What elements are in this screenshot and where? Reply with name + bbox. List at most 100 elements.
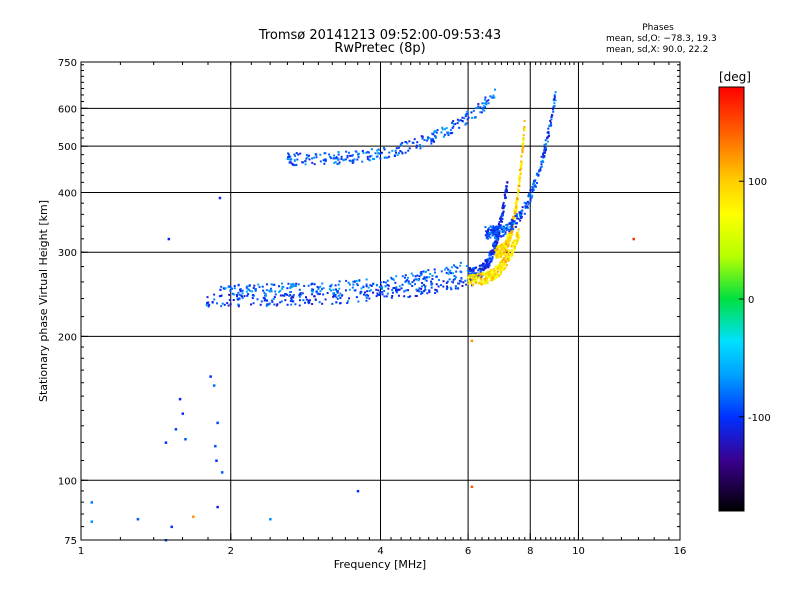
echo-point [381, 293, 384, 296]
echo-point [480, 279, 483, 282]
x-tick-label: 4 [377, 546, 383, 557]
echo-point [495, 276, 498, 279]
echo-point [549, 121, 552, 124]
echo-point [433, 268, 436, 271]
echo-point [491, 234, 494, 237]
echo-point [333, 161, 336, 164]
echo-point [496, 265, 499, 268]
echo-point [399, 150, 402, 153]
echo-point [260, 300, 263, 303]
echo-traces [90, 88, 635, 542]
echo-point [367, 151, 370, 154]
echo-point [405, 289, 408, 292]
echo-point [451, 126, 454, 129]
echo-point [472, 269, 475, 272]
echo-point [421, 135, 424, 138]
echo-point [406, 276, 409, 279]
echo-point [369, 284, 372, 287]
echo-point [522, 139, 525, 142]
echo-point [506, 181, 509, 184]
echo-point [424, 288, 427, 291]
echo-point [503, 268, 506, 271]
echo-point [543, 148, 546, 151]
echo-point [516, 197, 519, 200]
scatter-point [164, 441, 168, 444]
echo-point [469, 272, 472, 275]
echo-point [264, 294, 267, 297]
echo-point [493, 268, 496, 271]
echo-point [265, 289, 268, 292]
echo-point [334, 293, 337, 296]
echo-point [496, 252, 499, 255]
echo-point [336, 297, 339, 300]
echo-point [490, 274, 493, 277]
echo-point [532, 188, 535, 191]
echo-point [420, 274, 423, 277]
echo-point [495, 236, 498, 239]
echo-point [508, 222, 511, 225]
echo-point [434, 130, 437, 133]
echo-point [500, 225, 503, 228]
y-tick-label: 75 [64, 536, 77, 547]
echo-point [498, 266, 501, 269]
echo-point [361, 160, 364, 163]
echo-point [437, 279, 440, 282]
echo-point [445, 271, 448, 274]
echo-point [385, 295, 388, 298]
echo-point [528, 192, 531, 195]
echo-point [352, 159, 355, 162]
scatter-point [90, 520, 94, 523]
echo-point [307, 301, 310, 304]
echo-point [414, 294, 417, 297]
echo-point [468, 270, 471, 273]
echo-point [479, 270, 482, 273]
echo-point [484, 282, 487, 285]
echo-point [478, 267, 481, 270]
echo-point [488, 233, 491, 236]
echo-point [501, 259, 504, 262]
echo-point [495, 268, 498, 271]
echo-point [434, 292, 437, 295]
echo-point [415, 146, 418, 149]
echo-point [493, 229, 496, 232]
echo-point [448, 278, 451, 281]
echo-point [493, 243, 496, 246]
echo-point [553, 97, 556, 100]
echo-point [498, 274, 501, 277]
echo-point [518, 211, 521, 214]
echo-point [251, 297, 254, 300]
echo-point [542, 156, 545, 159]
echo-point [406, 279, 409, 282]
echo-point [510, 249, 513, 252]
echo-point [311, 157, 314, 160]
echo-point [302, 161, 305, 164]
echo-point [467, 116, 470, 119]
echo-point [464, 115, 467, 118]
echo-point [326, 291, 329, 294]
echo-point [547, 132, 550, 135]
echo-point [514, 207, 517, 210]
echo-point [505, 252, 508, 255]
echo-point [456, 266, 459, 269]
echo-point [404, 151, 407, 154]
echo-point [520, 163, 523, 166]
echo-point [502, 234, 505, 237]
echo-point [387, 287, 390, 290]
echo-point [395, 291, 398, 294]
echo-point [501, 246, 504, 249]
echo-point [425, 139, 428, 142]
echo-point [484, 264, 487, 267]
echo-point [493, 278, 496, 281]
echo-point [472, 267, 475, 270]
echo-point [346, 301, 349, 304]
echo-point [494, 249, 497, 252]
echo-point [514, 202, 517, 205]
echo-point [450, 266, 453, 269]
echo-point [489, 236, 492, 239]
echo-point [313, 283, 316, 286]
echo-point [336, 162, 339, 165]
echo-point [340, 157, 343, 160]
echo-point [380, 284, 383, 287]
y-tick-label: 400 [58, 188, 77, 199]
